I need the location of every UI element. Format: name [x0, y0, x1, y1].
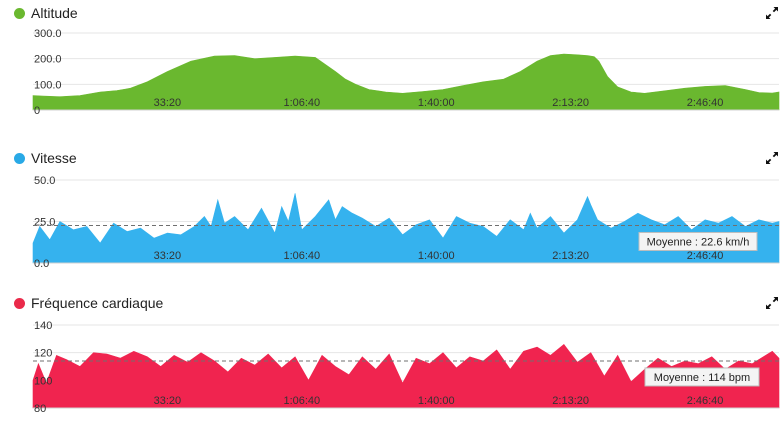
y-tick-label: 140	[34, 320, 52, 332]
vitesse-legend-dot	[14, 153, 25, 164]
y-tick-label: 25.0	[34, 217, 55, 229]
frequence-legend-dot	[14, 298, 25, 309]
y-tick-label: 120	[34, 348, 52, 360]
x-tick-label: 1:40:00	[418, 250, 455, 262]
x-tick-label: 2:13:20	[552, 395, 589, 407]
y-tick-label: 80	[34, 403, 46, 415]
y-tick-label: 50.0	[34, 175, 55, 187]
expand-icon[interactable]	[764, 295, 780, 311]
x-tick-label: 1:06:40	[283, 395, 320, 407]
altitude-header: Altitude	[0, 0, 784, 21]
frequence-panel: Fréquence cardiaque 80 100 120 140 33:20 1:06…	[0, 290, 784, 425]
altitude-panel: Altitude 0 100.0 200.0 300.0 33:20 1:06:40 1:4…	[0, 0, 784, 130]
altitude-title: Altitude	[31, 5, 78, 21]
x-tick-label: 2:46:40	[687, 250, 724, 262]
x-tick-label: 33:20	[154, 250, 182, 262]
vitesse-title: Vitesse	[31, 150, 77, 166]
x-tick-label: 33:20	[154, 97, 182, 109]
y-tick-label: 0.0	[34, 258, 49, 270]
frequence-series-area[interactable]	[32, 343, 780, 409]
y-tick-label: 100	[34, 375, 52, 387]
x-tick-label: 1:06:40	[283, 250, 320, 262]
vitesse-header: Vitesse	[0, 145, 784, 166]
x-tick-label: 2:13:20	[552, 250, 589, 262]
frequence-title: Fréquence cardiaque	[31, 295, 164, 311]
x-tick-label: 1:40:00	[418, 97, 455, 109]
x-tick-label: 2:46:40	[687, 97, 724, 109]
x-tick-label: 1:06:40	[283, 97, 320, 109]
altitude-series-area[interactable]	[32, 53, 780, 111]
average-label: Moyenne : 114 bpm	[654, 372, 750, 384]
x-tick-label: 1:40:00	[418, 395, 455, 407]
vitesse-chart: 0.0 25.0 50.0 33:20 1:06:40 1:40:00 2:13:20 2:4…	[32, 175, 780, 270]
altitude-chart: 0 100.0 200.0 300.0 33:20 1:06:40 1:40:00 2:13:…	[32, 28, 780, 117]
average-label-box	[644, 367, 760, 387]
y-tick-label: 0	[34, 105, 40, 117]
average-label: Moyenne : 22.6 km/h	[647, 236, 750, 248]
frequence-header: Fréquence cardiaque	[0, 290, 784, 311]
frequence-chart: 80 100 120 140 33:20 1:06:40 1:40:00 2:13:20 2:4…	[32, 320, 780, 415]
vitesse-panel: Vitesse 0.0 25.0 50.0 33:20 1:06:40 1:40:00 2:…	[0, 145, 784, 280]
y-tick-label: 200.0	[34, 54, 62, 66]
expand-icon[interactable]	[764, 5, 780, 21]
vitesse-series-area[interactable]	[32, 193, 780, 264]
x-tick-label: 33:20	[154, 395, 182, 407]
y-tick-label: 300.0	[34, 28, 62, 40]
x-tick-label: 2:13:20	[552, 97, 589, 109]
expand-icon[interactable]	[764, 150, 780, 166]
x-tick-label: 2:46:40	[687, 395, 724, 407]
altitude-legend-dot	[14, 8, 25, 19]
y-tick-label: 100.0	[34, 79, 62, 91]
average-label-box	[638, 231, 758, 251]
